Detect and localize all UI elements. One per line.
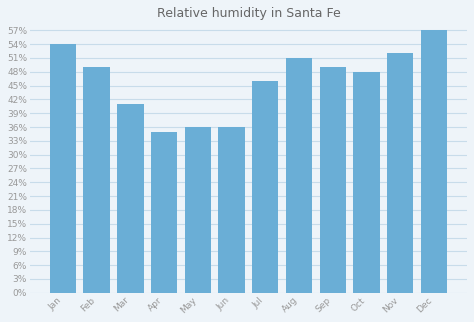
Bar [185,127,211,293]
Bar [219,127,245,293]
Bar [151,132,177,293]
Bar [387,53,413,293]
Bar [117,104,144,293]
Bar [252,81,279,293]
Bar [354,72,380,293]
Bar [286,58,312,293]
Title: Relative humidity in Santa Fe: Relative humidity in Santa Fe [156,7,340,20]
Bar [319,67,346,293]
Bar [50,44,76,293]
Bar [421,30,447,293]
Bar [83,67,110,293]
